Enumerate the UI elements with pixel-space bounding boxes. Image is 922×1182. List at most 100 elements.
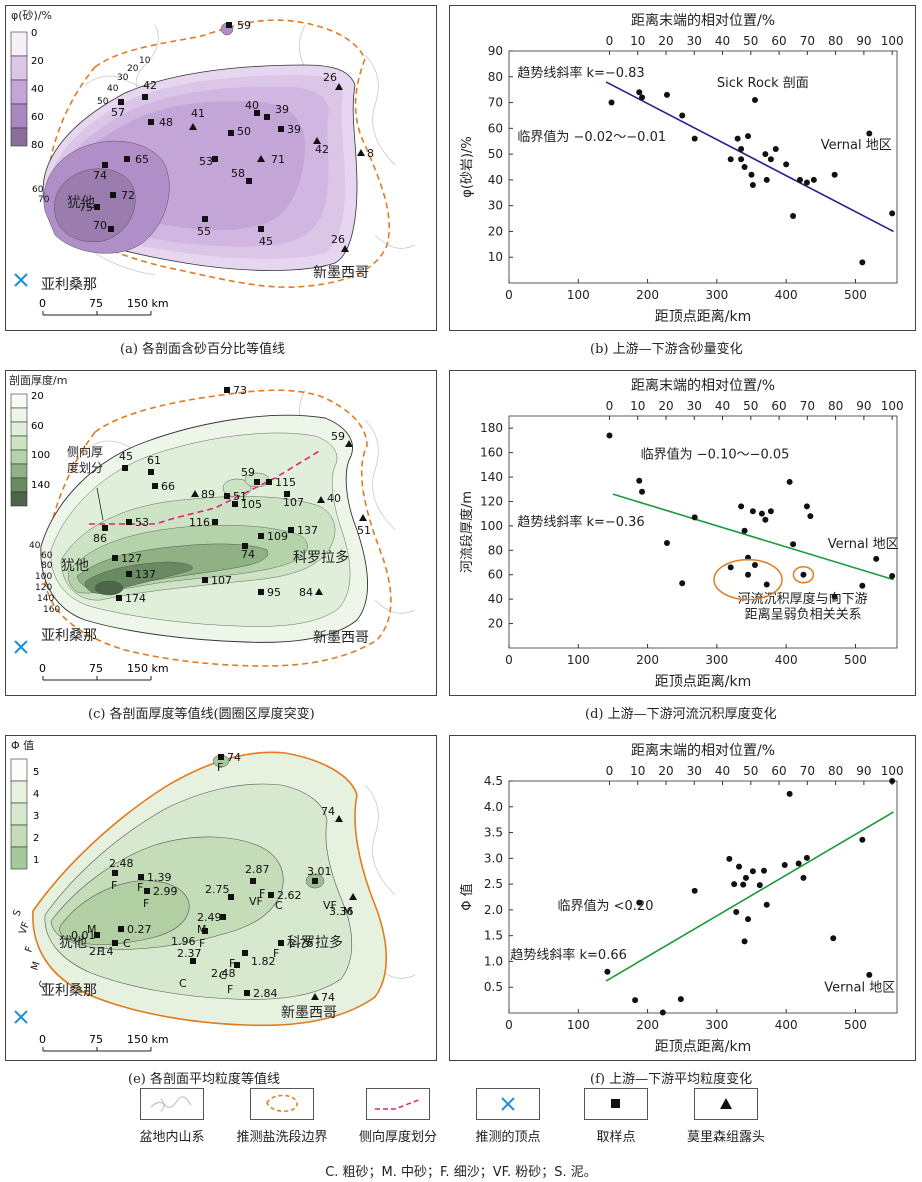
- outcrop-triangle-marker: [313, 137, 321, 144]
- x2-tick-label: 20: [658, 34, 673, 48]
- sample-square-marker: [218, 754, 224, 760]
- y-tick-label: 30: [488, 199, 503, 213]
- grain-class-label: F: [227, 983, 233, 996]
- highlight-circle: [792, 565, 815, 584]
- sample-square-marker: [254, 110, 260, 116]
- chart-phi-vs-distance: 0 100 200 300 400 500 0 10 20 30 40 50 60 70 80 90 100 0.…: [449, 735, 916, 1061]
- x2-tick-label: 40: [715, 764, 730, 778]
- sample-value-label: 51: [357, 524, 371, 537]
- data-point: [639, 94, 646, 101]
- trend-line: [605, 81, 894, 233]
- scale-bar: 0 75 150 km: [39, 662, 169, 681]
- x-tick-label: 200: [636, 653, 659, 667]
- x2-tick-label: 50: [743, 34, 758, 48]
- data-point: [751, 561, 758, 568]
- y-tick-label: 40: [488, 592, 503, 606]
- x2-tick-label: 80: [828, 764, 843, 778]
- outcrop-triangle-marker: [359, 514, 367, 521]
- caption-f: (f) 上游—下游平均粒度变化: [590, 1072, 753, 1087]
- x-tick-label: 300: [705, 1018, 728, 1032]
- sample-square-marker: [110, 192, 116, 198]
- dashed-boundary-icon: [250, 1088, 314, 1120]
- side-label: VF: [17, 920, 32, 936]
- y-tick-label: 80: [488, 543, 503, 557]
- sample-square-marker: [268, 892, 274, 898]
- outcrop-triangle-marker: [335, 83, 343, 90]
- sample-square-marker: [124, 156, 130, 162]
- legend-title: φ(砂)/%: [11, 9, 52, 22]
- x2-tick-label: 10: [630, 34, 645, 48]
- data-point: [731, 881, 738, 888]
- legend-tick: 20: [31, 56, 44, 67]
- grain-class-label: C: [219, 969, 227, 982]
- data-point: [738, 156, 745, 163]
- data-point: [679, 112, 686, 119]
- contour-label: 60: [41, 551, 53, 561]
- outcrop-triangle-marker: [317, 496, 325, 503]
- data-point: [797, 176, 803, 183]
- lateral-label-line2: 度划分: [67, 460, 103, 475]
- legend-tick: 60: [31, 112, 44, 123]
- sample-value-label: 2.49: [197, 911, 222, 924]
- sample-value-label: 74: [227, 751, 241, 764]
- sample-square-marker: [112, 940, 118, 946]
- data-point: [636, 89, 643, 96]
- sample-square-marker: [242, 950, 248, 956]
- data-point: [859, 259, 866, 266]
- sample-value-label: 59: [241, 466, 255, 479]
- x2-tick-label: 90: [856, 399, 871, 413]
- x2-tick-label: 80: [828, 399, 843, 413]
- sample-square-marker: [278, 126, 284, 132]
- sample-square-marker: [244, 990, 250, 996]
- sample-value-label: 1.96: [171, 935, 196, 948]
- x2-tick-label: 100: [881, 399, 904, 413]
- x2-axis-title: 距离末端的相对位置/%: [631, 377, 775, 394]
- legend-item-outcrop: 莫里森组露头: [676, 1088, 776, 1145]
- caption-b: (b) 上游—下游含砂量变化: [590, 342, 743, 357]
- x-axis-title: 距顶点距离/km: [655, 673, 751, 690]
- x2-tick-label: 70: [800, 34, 815, 48]
- legend-tick: 4: [33, 789, 39, 800]
- trend-line: [605, 811, 894, 982]
- grain-class-label: F: [97, 945, 103, 958]
- grain-class-label: M: [87, 923, 97, 936]
- sample-value-label: 116: [189, 516, 210, 529]
- data-point: [889, 210, 896, 217]
- data-point: [800, 874, 807, 881]
- sample-points: 73 59 61 45 66 89 51 59 115 105 107 40 51 53 116 137 86 1…: [93, 384, 371, 605]
- data-point: [800, 571, 807, 578]
- label-newmexico: 新墨西哥: [313, 630, 369, 646]
- sample-value-label: 39: [287, 123, 301, 136]
- chart-thickness-vs-distance: 0 100 200 300 400 500 0 10 20 30 40 50 60 70 80 90 100 20…: [449, 370, 916, 696]
- grain-class-label: M: [197, 923, 207, 936]
- sample-value-label: 70: [93, 219, 107, 232]
- outcrop-triangle-marker: [189, 123, 197, 130]
- sample-square-marker: [224, 493, 230, 499]
- sample-square-marker: [212, 519, 218, 525]
- sample-square-marker: [138, 874, 144, 880]
- contour-label: 10: [139, 56, 151, 66]
- data-point: [741, 164, 748, 170]
- outcrop-triangle-marker: [349, 893, 357, 900]
- sample-square-marker: [116, 595, 122, 601]
- sample-square-marker: [246, 178, 252, 184]
- sample-value-label: 40: [327, 492, 341, 505]
- chart-annotation: 趋势线斜率 k=0.66: [510, 947, 627, 963]
- lateral-label-leader: [96, 487, 104, 521]
- apex-cross-icon: [476, 1088, 540, 1120]
- x-axis-title: 距顶点距离/km: [655, 308, 751, 325]
- contour-phi-1: [59, 880, 190, 945]
- chart-annotation: 距离呈弱负相关关系: [745, 607, 862, 623]
- sample-value-label: 58: [231, 167, 245, 180]
- data-point: [734, 135, 741, 142]
- y-tick-label: 120: [480, 494, 503, 508]
- grain-class-label: F: [199, 937, 205, 950]
- inferred-boundary: [44, 389, 392, 667]
- data-point: [726, 855, 733, 862]
- data-point: [741, 527, 748, 534]
- y-tick-label: 4.0: [484, 800, 503, 814]
- grain-class-label: C: [179, 977, 187, 990]
- sample-square-marker: [278, 940, 284, 946]
- x2-tick-label: 100: [881, 764, 904, 778]
